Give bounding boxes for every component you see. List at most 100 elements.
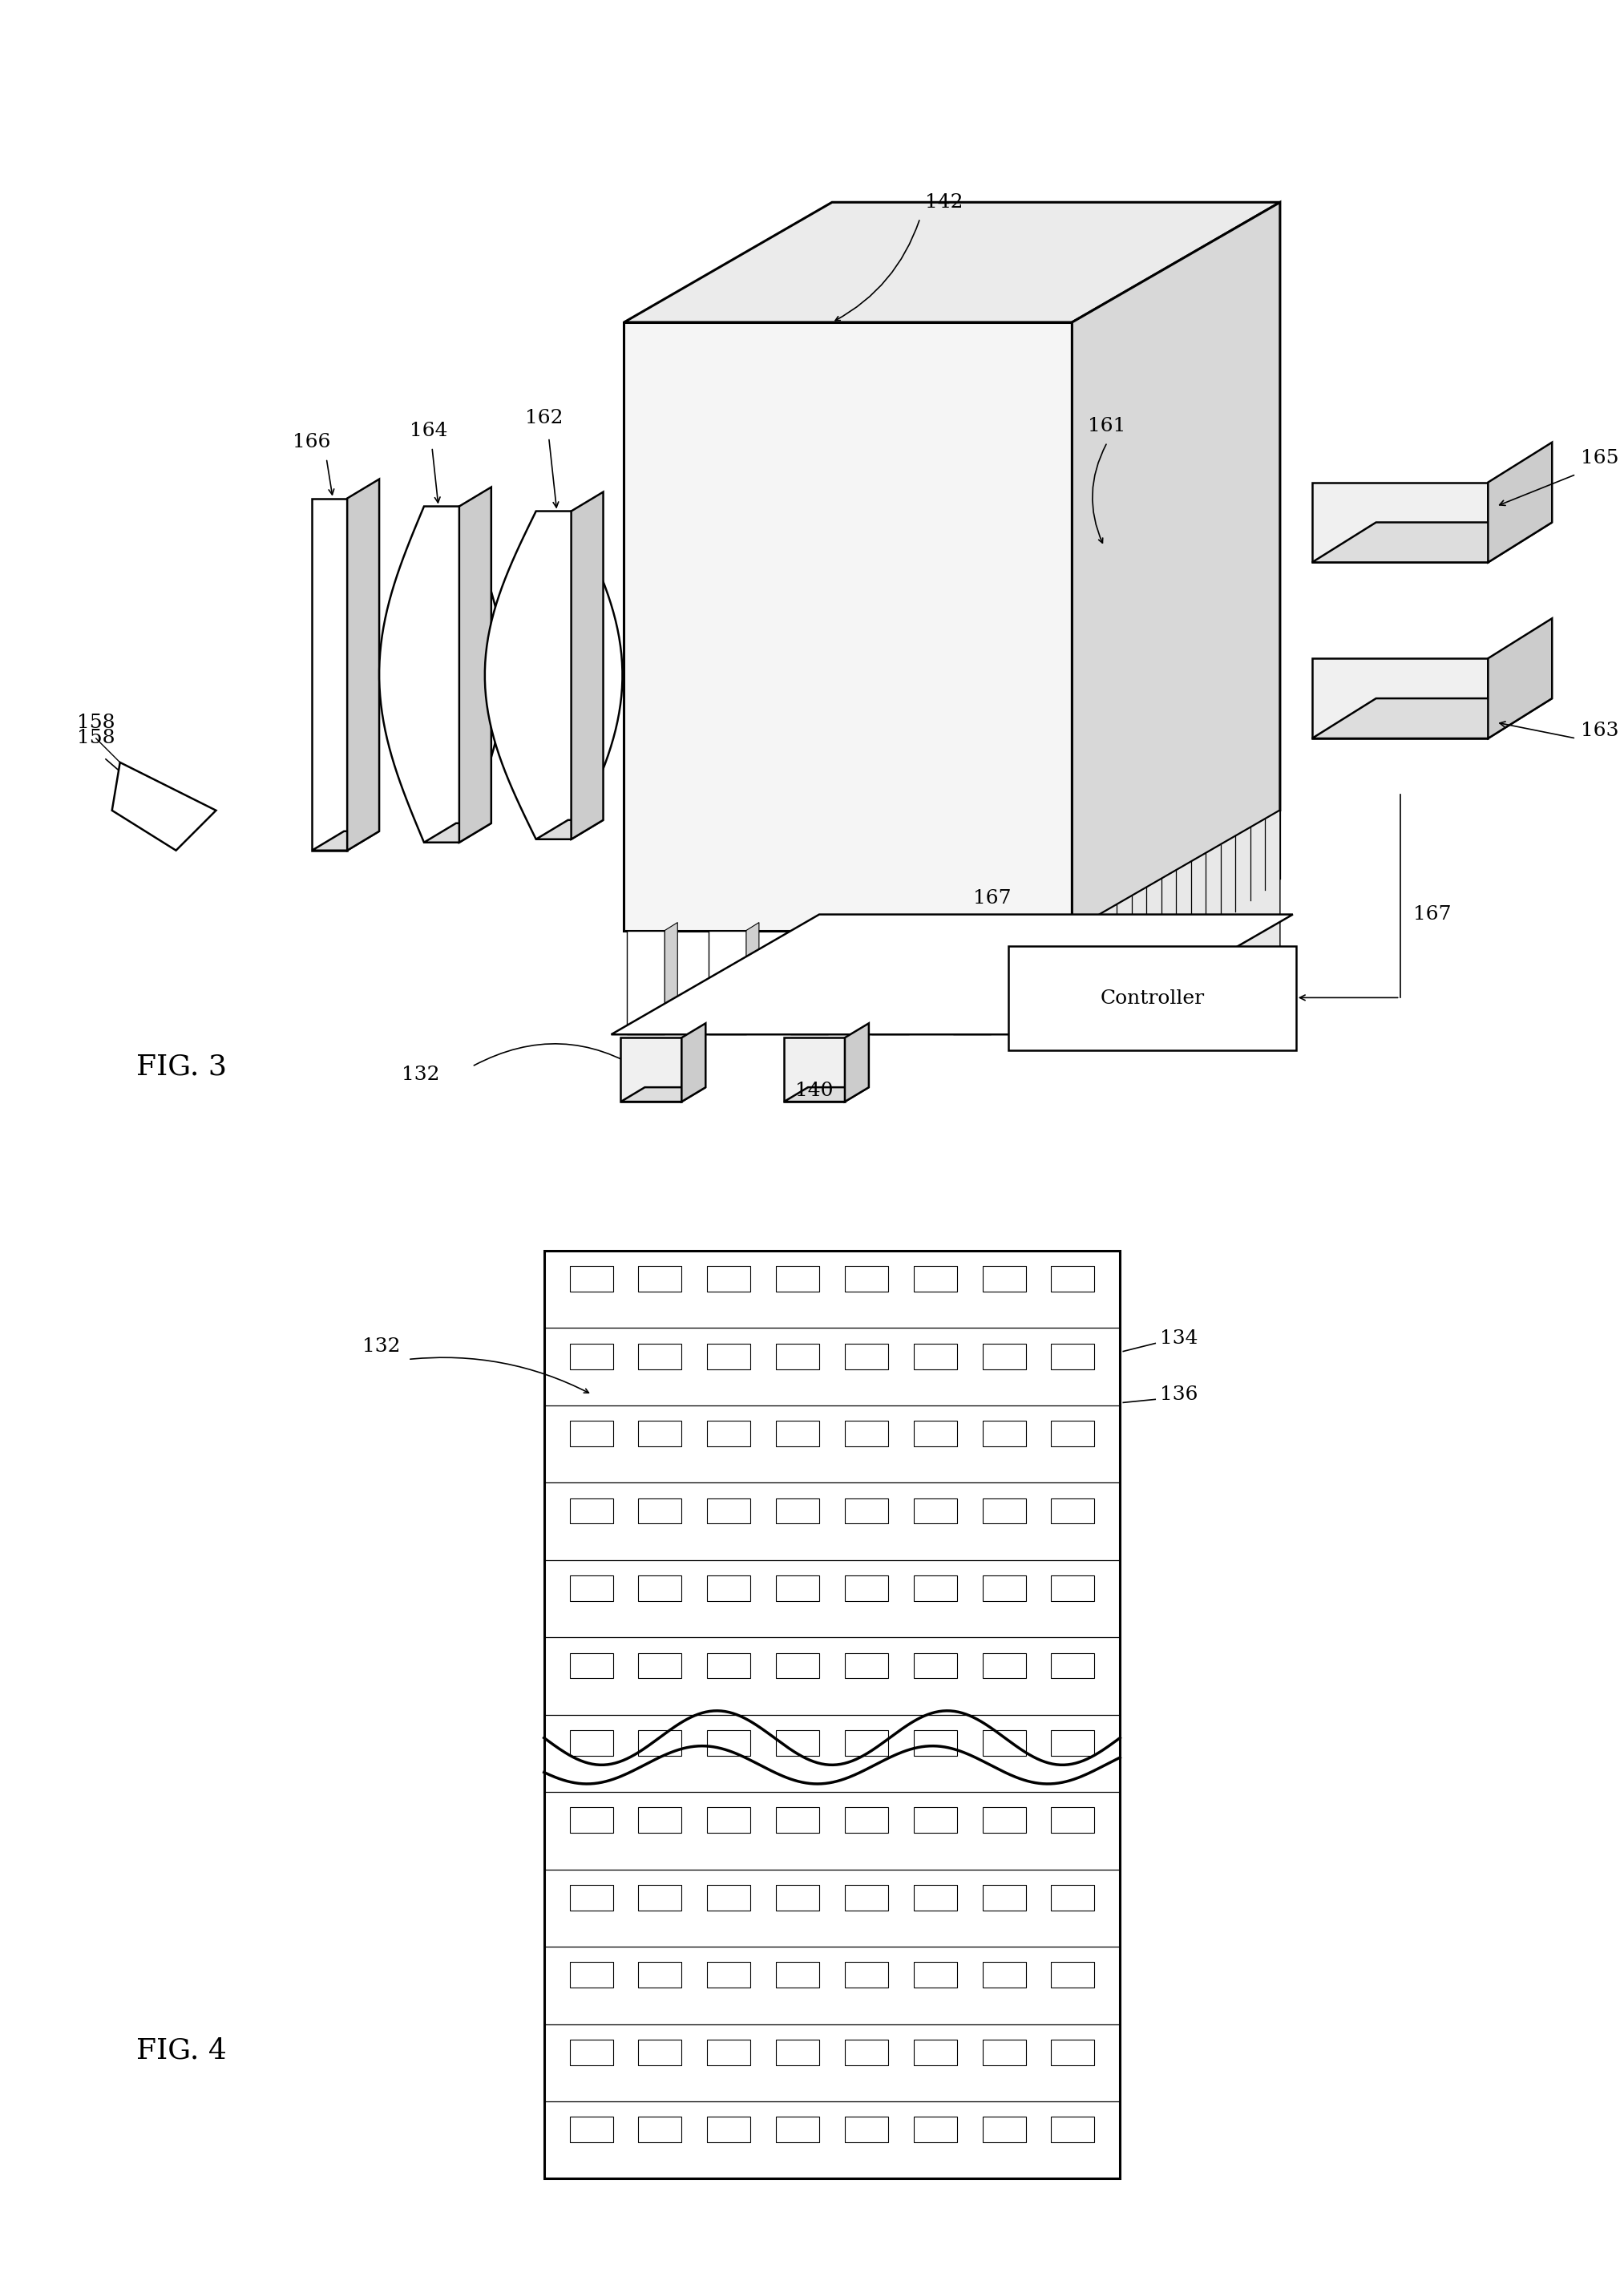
Bar: [983, 1885, 1026, 1910]
Bar: [570, 1422, 612, 1447]
Text: Controller: Controller: [1099, 988, 1203, 1007]
Text: 165: 165: [1580, 449, 1619, 468]
Polygon shape: [348, 479, 380, 851]
Bar: [983, 1266, 1026, 1291]
Bar: [1009, 947, 1296, 1050]
Bar: [638, 1575, 682, 1601]
Polygon shape: [1312, 658, 1488, 738]
Text: 158: 158: [76, 713, 115, 731]
Bar: [844, 1497, 888, 1525]
Bar: [638, 1266, 682, 1291]
Polygon shape: [909, 922, 922, 1034]
Bar: [638, 1807, 682, 1832]
Bar: [706, 2038, 750, 2066]
Text: 132: 132: [401, 1066, 440, 1085]
Polygon shape: [991, 922, 1004, 1034]
Bar: [776, 1885, 818, 1910]
Text: 164: 164: [409, 422, 448, 440]
Bar: [844, 1344, 888, 1369]
Bar: [570, 1731, 612, 1756]
Bar: [638, 1497, 682, 1525]
Bar: [776, 2038, 818, 2066]
Polygon shape: [624, 202, 1280, 323]
Polygon shape: [791, 931, 828, 1034]
Polygon shape: [627, 931, 664, 1034]
Polygon shape: [872, 931, 909, 1034]
Bar: [776, 1963, 818, 1988]
Text: 142: 142: [926, 193, 963, 211]
Text: FIG. 4: FIG. 4: [136, 2036, 226, 2064]
Polygon shape: [536, 821, 603, 839]
Bar: [776, 1807, 818, 1832]
Bar: [776, 1575, 818, 1601]
Bar: [776, 2116, 818, 2142]
Bar: [914, 1575, 957, 1601]
Bar: [1051, 1653, 1095, 1678]
Bar: [1051, 1807, 1095, 1832]
Polygon shape: [682, 1023, 705, 1101]
Bar: [844, 1266, 888, 1291]
Bar: [914, 1497, 957, 1525]
Bar: [983, 2038, 1026, 2066]
Polygon shape: [486, 511, 622, 839]
Bar: [706, 1731, 750, 1756]
Bar: [983, 1575, 1026, 1601]
Bar: [706, 1344, 750, 1369]
Polygon shape: [112, 761, 216, 851]
Polygon shape: [1488, 443, 1553, 562]
Bar: [983, 1344, 1026, 1369]
Bar: [638, 1422, 682, 1447]
Bar: [776, 1731, 818, 1756]
Text: 158: 158: [76, 729, 115, 748]
Bar: [638, 2116, 682, 2142]
Bar: [570, 1885, 612, 1910]
Bar: [570, 1266, 612, 1291]
Polygon shape: [745, 922, 758, 1034]
Polygon shape: [424, 823, 490, 842]
Bar: [570, 1497, 612, 1525]
Bar: [570, 1963, 612, 1988]
Bar: [638, 1963, 682, 1988]
Bar: [570, 1344, 612, 1369]
Polygon shape: [1312, 523, 1553, 562]
Bar: [638, 2038, 682, 2066]
Bar: [983, 1422, 1026, 1447]
Bar: [1051, 1497, 1095, 1525]
Text: 163: 163: [1580, 722, 1619, 741]
Bar: [1051, 2116, 1095, 2142]
Bar: [914, 1422, 957, 1447]
Bar: [706, 1422, 750, 1447]
Polygon shape: [784, 1087, 869, 1101]
Bar: [844, 2038, 888, 2066]
Bar: [570, 2038, 612, 2066]
Bar: [1051, 1885, 1095, 1910]
Bar: [844, 2116, 888, 2142]
Polygon shape: [1312, 699, 1553, 738]
Polygon shape: [620, 1039, 682, 1101]
Bar: [706, 1807, 750, 1832]
Text: 132: 132: [362, 1337, 400, 1355]
Polygon shape: [624, 323, 1072, 931]
Bar: [706, 1653, 750, 1678]
Bar: [1051, 1963, 1095, 1988]
Bar: [844, 1422, 888, 1447]
Text: 167: 167: [1413, 906, 1450, 924]
Polygon shape: [460, 486, 490, 842]
Bar: [1051, 2038, 1095, 2066]
Text: 134: 134: [1160, 1330, 1199, 1348]
Bar: [914, 1653, 957, 1678]
Bar: [844, 1653, 888, 1678]
Bar: [914, 1807, 957, 1832]
Bar: [914, 1963, 957, 1988]
Text: 162: 162: [525, 408, 564, 426]
Bar: [983, 2116, 1026, 2142]
Bar: [914, 2116, 957, 2142]
Bar: [1051, 1344, 1095, 1369]
Bar: [844, 1963, 888, 1988]
Bar: [776, 1344, 818, 1369]
Bar: [638, 1344, 682, 1369]
Bar: [570, 2116, 612, 2142]
Polygon shape: [1312, 482, 1488, 562]
Bar: [983, 1963, 1026, 1988]
Bar: [544, 1250, 1121, 2178]
